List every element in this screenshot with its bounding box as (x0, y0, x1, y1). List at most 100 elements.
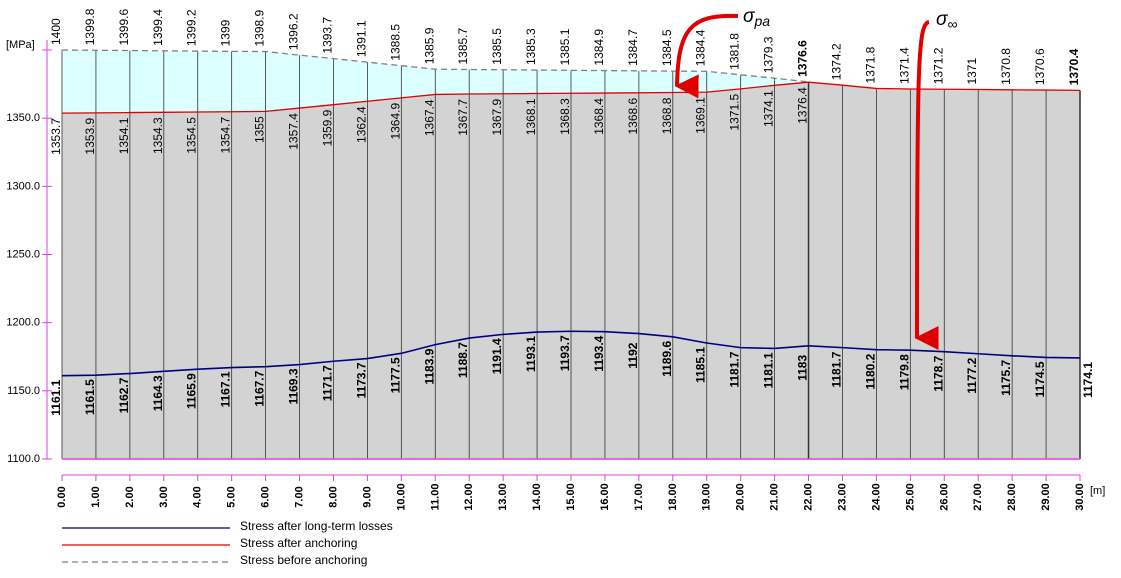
value-label: 1370.4 (1067, 48, 1081, 85)
annotation: σ∞ (936, 9, 957, 32)
value-label: 1179.8 (897, 354, 911, 390)
value-label: 1185.1 (694, 347, 708, 383)
value-label: 1400 (49, 18, 63, 45)
value-label: 1164.3 (151, 375, 165, 411)
value-label: 1178.7 (931, 355, 945, 391)
value-label: 1181.7 (829, 351, 843, 387)
x-tick-label: 16.00 (599, 483, 611, 511)
x-tick-label: 25.00 (904, 483, 916, 511)
y-tick-label: 1300.0 (6, 180, 40, 192)
value-label: 1374.1 (762, 90, 776, 127)
x-tick-label: 13.00 (497, 483, 509, 511)
value-label: 1353.7 (49, 118, 63, 155)
value-label: 1367.7 (456, 99, 470, 136)
value-label: 1371.2 (931, 47, 945, 84)
annotation-subscript: pa (753, 13, 770, 29)
value-label: 1374.2 (829, 43, 843, 80)
series-line (61, 330, 1081, 377)
value-label: 1359.9 (320, 109, 334, 146)
x-tick-label: 4.00 (192, 486, 204, 507)
y-tick-label: 1200.0 (6, 317, 40, 329)
value-label: 1191.4 (490, 338, 504, 374)
value-label: 1189.6 (660, 341, 674, 377)
value-label: 1161.5 (83, 379, 97, 415)
value-label: 1183.9 (422, 348, 436, 384)
annotation-subscript: ∞ (947, 16, 957, 32)
x-tick-label: 21.00 (769, 483, 781, 511)
x-tick-label: 27.00 (972, 483, 984, 511)
x-tick-label: 5.00 (226, 486, 238, 507)
value-label: 1364.9 (388, 103, 402, 140)
x-tick-label: 11.00 (429, 484, 441, 511)
value-label: 1180.2 (863, 353, 877, 389)
value-label: 1368.4 (592, 98, 606, 135)
x-tick-label: 0.00 (56, 486, 68, 507)
value-label: 1370.8 (999, 48, 1013, 85)
x-tick-label: 6.00 (260, 486, 272, 507)
value-label: 1385.5 (490, 28, 504, 65)
value-label: 1376.4 (796, 87, 810, 124)
value-label: 1192 (626, 342, 640, 368)
value-label: 1368.1 (524, 98, 538, 135)
value-label: 1381.8 (728, 33, 742, 70)
value-label: 1399.4 (151, 9, 165, 46)
annotation-symbol: σ (743, 6, 756, 27)
x-axis-label: [m] (1090, 485, 1105, 497)
legend-label: Stress after long-term losses (240, 519, 393, 533)
value-label: 1399 (219, 19, 233, 46)
value-label: 1370.6 (1033, 48, 1047, 85)
value-label: 1362.4 (354, 106, 368, 143)
value-label: 1393.7 (320, 17, 334, 54)
x-tick-label: 17.00 (633, 483, 645, 511)
x-tick-label: 1.00 (90, 486, 102, 507)
y-tick-label: 1250.0 (6, 249, 40, 261)
x-tick-label: 23.00 (836, 483, 848, 511)
x-tick-label: 2.00 (124, 486, 136, 507)
value-label: 1354.3 (151, 117, 165, 154)
value-label: 1399.6 (117, 9, 131, 46)
x-tick-label: 24.00 (870, 483, 882, 511)
value-label: 1161.1 (49, 379, 63, 415)
value-label: 1183 (796, 355, 810, 381)
x-tick-label: 14.00 (531, 483, 543, 511)
x-tick-label: 7.00 (294, 486, 306, 507)
x-tick-label: 22.00 (803, 483, 815, 511)
value-label: 1399.2 (185, 9, 199, 46)
y-tick-label: 1350.0 (6, 112, 40, 124)
x-tick-label: 28.00 (1006, 483, 1018, 511)
annotation: σpa (743, 6, 770, 29)
value-label: 1385.9 (422, 27, 436, 64)
value-label: 1175.7 (999, 359, 1013, 395)
x-tick-label: 30.00 (1074, 483, 1086, 511)
value-label: 1385.1 (558, 28, 572, 65)
value-label: 1167.7 (253, 370, 267, 406)
value-label: 1367.9 (490, 98, 504, 135)
value-label: 1167.1 (219, 371, 233, 407)
value-label: 1181.7 (728, 351, 742, 387)
value-label: 1174.5 (1033, 361, 1047, 397)
value-label: 1385.7 (456, 27, 470, 64)
value-label: 1368.3 (558, 98, 572, 135)
value-label: 1353.9 (83, 118, 97, 155)
value-label: 1385.3 (524, 28, 538, 65)
value-label: 1384.7 (626, 29, 640, 66)
value-label: 1188.7 (456, 342, 470, 378)
value-label: 1371.5 (728, 94, 742, 131)
x-tick-label: 10.00 (395, 483, 407, 511)
value-label: 1177.5 (388, 357, 402, 393)
value-label: 1162.7 (117, 377, 131, 413)
legend-label: Stress before anchoring (240, 553, 367, 567)
value-label: 1384.4 (694, 29, 708, 66)
legend-label: Stress after anchoring (240, 536, 357, 550)
x-tick-label: 3.00 (158, 486, 170, 507)
annotation-arrow (914, 20, 939, 351)
series-line (61, 81, 1081, 114)
value-label: 1173.7 (354, 362, 368, 398)
value-label: 1193.1 (524, 336, 538, 372)
value-label: 1384.5 (660, 29, 674, 66)
value-label: 1169.3 (287, 368, 301, 404)
x-tick-label: 20.00 (735, 483, 747, 511)
value-label: 1181.1 (762, 352, 776, 388)
value-label: 1371.4 (897, 47, 911, 84)
